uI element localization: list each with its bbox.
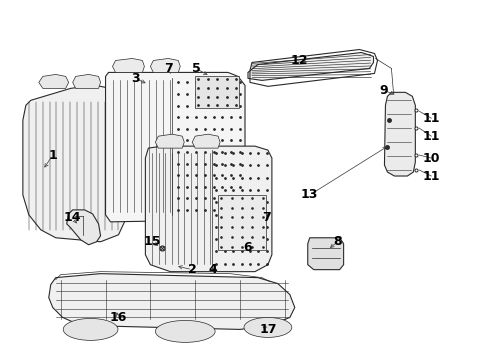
Text: 16: 16: [110, 311, 127, 324]
Text: 4: 4: [208, 263, 217, 276]
Text: 12: 12: [290, 54, 308, 67]
Text: 8: 8: [333, 235, 341, 248]
Polygon shape: [73, 75, 101, 88]
Polygon shape: [247, 53, 373, 80]
Text: 1: 1: [48, 149, 57, 162]
Polygon shape: [307, 238, 343, 270]
Text: 10: 10: [422, 152, 439, 165]
Polygon shape: [39, 75, 68, 88]
Polygon shape: [23, 85, 128, 242]
Bar: [218, 195, 265, 250]
Text: 2: 2: [187, 263, 196, 276]
Text: 11: 11: [422, 170, 439, 183]
Polygon shape: [384, 92, 414, 176]
Text: 11: 11: [422, 130, 439, 143]
Ellipse shape: [155, 320, 215, 342]
Text: 14: 14: [64, 211, 81, 224]
Text: 7: 7: [262, 211, 271, 224]
Polygon shape: [105, 72, 244, 222]
Text: 7: 7: [163, 62, 172, 75]
Text: 17: 17: [259, 323, 276, 336]
Polygon shape: [155, 134, 184, 148]
Text: 3: 3: [131, 72, 140, 85]
Ellipse shape: [63, 319, 118, 340]
Polygon shape: [112, 58, 144, 72]
Polygon shape: [150, 58, 180, 72]
Text: 15: 15: [143, 235, 161, 248]
Polygon shape: [66, 210, 101, 245]
Text: 11: 11: [422, 112, 439, 125]
Text: 13: 13: [301, 188, 318, 202]
Bar: [195, 76, 239, 108]
Text: 6: 6: [243, 241, 252, 254]
Ellipse shape: [244, 318, 291, 337]
Text: 5: 5: [191, 62, 200, 75]
Polygon shape: [192, 134, 220, 148]
Polygon shape: [145, 146, 271, 272]
Text: 9: 9: [378, 84, 387, 97]
Polygon shape: [49, 274, 294, 329]
